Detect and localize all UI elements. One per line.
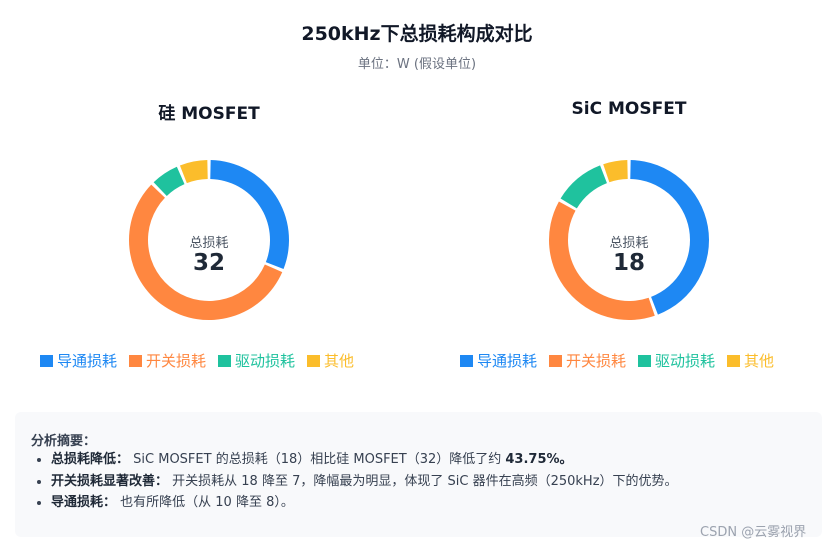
- legend-item-switching[interactable]: 开关损耗: [129, 350, 206, 371]
- center-value-sic: 18: [612, 250, 645, 276]
- summary-item-label: 导通损耗：: [51, 495, 117, 510]
- slice-other: [603, 160, 628, 183]
- slice-drive: [560, 165, 607, 209]
- summary-item-text: 也有所降低（从 10 降至 8）。: [120, 495, 294, 510]
- legend-item-conduction[interactable]: 导通损耗: [460, 350, 537, 371]
- donut-chart-sic: [549, 160, 709, 320]
- summary-item-label: 总损耗降低：: [51, 452, 130, 467]
- legend-label: 开关损耗: [146, 352, 207, 370]
- page-title: 250kHz下总损耗构成对比: [301, 23, 533, 45]
- legend-item-other[interactable]: 其他: [727, 350, 774, 371]
- legend-swatch: [129, 354, 143, 367]
- slice-drive: [153, 166, 185, 196]
- summary-list: 总损耗降低： SiC MOSFET 的总损耗（18）相比硅 MOSFET（32）…: [31, 449, 821, 514]
- summary-item-label: 开关损耗显著改善：: [51, 473, 169, 489]
- legend-item-switching[interactable]: 开关损耗: [549, 350, 626, 371]
- legend-swatch: [218, 354, 232, 367]
- slice-switching: [549, 201, 655, 320]
- summary-item: 总损耗降低： SiC MOSFET 的总损耗（18）相比硅 MOSFET（32）…: [51, 449, 821, 471]
- summary-item: 开关损耗显著改善： 开关损耗从 18 降至 7，降幅最为明显，体现了 SiC 器…: [51, 471, 821, 493]
- watermark: CSDN @云雾视界: [700, 525, 807, 540]
- summary-item-text: 开关损耗从 18 降至 7，降幅最为明显，体现了 SiC 器件在高频（250kH…: [172, 473, 678, 489]
- chart-title-si: 硅 MOSFET: [158, 104, 260, 124]
- legend-item-drive[interactable]: 驱动损耗: [638, 350, 715, 371]
- slice-conduction: [210, 160, 289, 270]
- legend-item-other[interactable]: 其他: [307, 350, 354, 371]
- legend-swatch: [727, 354, 741, 367]
- legend-swatch: [40, 354, 53, 367]
- summary-item-text: SiC MOSFET 的总损耗（18）相比硅 MOSFET（32）降低了约: [133, 452, 506, 467]
- slice-other: [179, 160, 208, 184]
- legend-label: 导通损耗: [57, 352, 118, 370]
- summary-item-highlight: 43.75%。: [505, 452, 573, 467]
- legend-item-drive[interactable]: 驱动损耗: [218, 350, 295, 371]
- legend-sic: 导通损耗 开关损耗 驱动损耗 其他: [460, 350, 774, 371]
- summary-item: 导通损耗： 也有所降低（从 10 降至 8）。: [51, 492, 821, 514]
- unit-subtitle: 单位：W (假设单位): [357, 57, 477, 72]
- center-label-si: 总损耗: [189, 236, 229, 251]
- center-value-si: 32: [192, 250, 225, 276]
- legend-label: 导通损耗: [477, 352, 538, 370]
- legend-si: 导通损耗 开关损耗 驱动损耗 其他: [40, 350, 354, 371]
- legend-label: 驱动损耗: [235, 352, 296, 370]
- slice-conduction: [630, 160, 709, 315]
- legend-item-conduction[interactable]: 导通损耗: [40, 350, 117, 371]
- legend-label: 其他: [744, 352, 775, 370]
- center-label-sic: 总损耗: [609, 236, 649, 251]
- legend-label: 驱动损耗: [655, 352, 716, 370]
- legend-label: 其他: [324, 352, 355, 370]
- legend-swatch: [638, 354, 652, 367]
- analysis-summary-panel: 分析摘要： 总损耗降低： SiC MOSFET 的总损耗（18）相比硅 MOSF…: [15, 412, 822, 537]
- legend-swatch: [307, 354, 321, 367]
- legend-swatch: [460, 354, 473, 367]
- donut-chart-si: [129, 160, 289, 320]
- slice-switching: [129, 184, 283, 320]
- legend-label: 开关损耗: [566, 352, 627, 370]
- legend-swatch: [549, 354, 563, 367]
- summary-heading: 分析摘要：: [31, 434, 97, 449]
- chart-title-sic: SiC MOSFET: [571, 99, 687, 119]
